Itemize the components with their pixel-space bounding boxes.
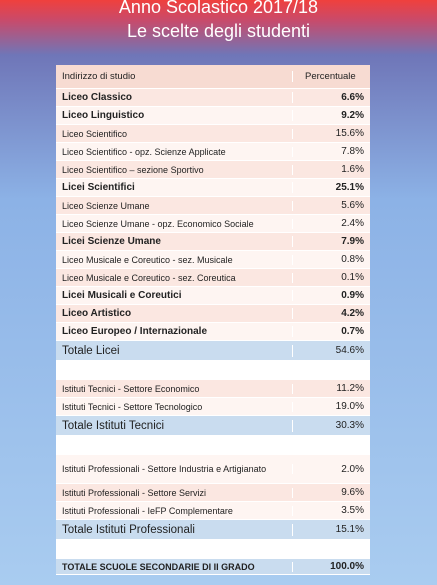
row-label: Totale Istituti Professionali <box>56 523 293 536</box>
row-value: 54.6% <box>335 345 364 356</box>
row-value: 15.1% <box>335 524 364 535</box>
table-row: Liceo Scienze Umane 5.6% <box>56 197 370 215</box>
row-label: Licei Scienze Umane <box>56 236 293 247</box>
row-value: 6.6% <box>341 92 364 103</box>
row-label: Istituti Tecnici - Settore Economico <box>56 383 293 394</box>
table-row: Liceo Europeo / Internazionale 0.7% <box>56 323 370 341</box>
row-label: Liceo Musicale e Coreutico - sez. Coreut… <box>56 272 293 283</box>
row-value: 0.8% <box>341 254 364 265</box>
table-row: Licei Musicali e Coreutici 0.9% <box>56 287 370 305</box>
row-label: Istituti Professionali - Settore Industr… <box>56 464 293 474</box>
table-row: Licei Scienze Umane 7.9% <box>56 233 370 251</box>
row-value: 7.8% <box>341 146 364 157</box>
row-value: 2.0% <box>341 463 364 475</box>
row-value: 30.3% <box>335 420 364 431</box>
row-label: Istituti Professionali - Settore Servizi <box>56 487 293 498</box>
table-row: Liceo Musicale e Coreutico - sez. Coreut… <box>56 269 370 287</box>
row-value: 0.1% <box>341 272 364 283</box>
row-value: 9.2% <box>341 110 364 121</box>
row-label: Totale Licei <box>56 344 293 357</box>
row-label: Liceo Scienze Umane - opz. Economico Soc… <box>56 218 293 229</box>
row-value: 4.2% <box>341 308 364 319</box>
page-subtitle: Le scelte degli studenti <box>126 21 311 41</box>
row-label: Licei Scientifici <box>56 182 293 193</box>
total-row-professionali: Totale Istituti Professionali 15.1% <box>56 520 370 540</box>
spacer <box>56 361 370 380</box>
column-header-indirizzo: Indirizzo di studio <box>56 71 293 82</box>
table-row: Liceo Classico 6.6% <box>56 89 370 107</box>
choices-table: Indirizzo di studio Percentuale Liceo Cl… <box>56 65 370 575</box>
row-value: 7.9% <box>341 236 364 247</box>
table-header: Indirizzo di studio Percentuale <box>56 65 370 89</box>
table-row: Liceo Scientifico – sezione Sportivo 1.6% <box>56 161 370 179</box>
table-row: Istituti Professionali - IeFP Complement… <box>56 502 370 520</box>
row-value: 2.4% <box>341 218 364 229</box>
row-label: Liceo Musicale e Coreutico - sez. Musica… <box>56 254 293 265</box>
row-value: 3.5% <box>341 505 364 516</box>
row-label: Liceo Classico <box>56 92 293 103</box>
row-label: Liceo Scienze Umane <box>56 200 293 211</box>
total-row-tecnici: Totale Istituti Tecnici 30.3% <box>56 416 370 436</box>
row-value: 25.1% <box>335 182 364 193</box>
table-row: Liceo Linguistico 9.2% <box>56 107 370 125</box>
row-value: 15.6% <box>335 128 364 139</box>
grand-total-row: TOTALE SCUOLE SECONDARIE DI II GRADO 100.… <box>56 559 370 575</box>
row-label: Istituti Professionali - IeFP Complement… <box>56 505 293 516</box>
spacer <box>56 540 370 559</box>
row-label: Liceo Scientifico <box>56 128 293 139</box>
row-value: 0.9% <box>341 290 364 301</box>
row-value: 1.6% <box>341 164 364 175</box>
table-row: Liceo Artistico 4.2% <box>56 305 370 323</box>
table-row: Licei Scientifici 25.1% <box>56 179 370 197</box>
column-header-percentuale: Percentuale <box>305 71 356 82</box>
row-label: Liceo Scientifico - opz. Scienze Applica… <box>56 146 293 157</box>
row-value: 0.7% <box>341 326 364 337</box>
row-value: 100.0% <box>330 561 364 572</box>
table-row: Liceo Musicale e Coreutico - sez. Musica… <box>56 251 370 269</box>
total-row-licei: Totale Licei 54.6% <box>56 341 370 361</box>
row-value: 19.0% <box>335 401 364 412</box>
row-value: 5.6% <box>341 200 364 211</box>
table-row: Istituti Tecnici - Settore Economico 11.2… <box>56 380 370 398</box>
row-label: Istituti Tecnici - Settore Tecnologico <box>56 401 293 412</box>
row-label: Totale Istituti Tecnici <box>56 419 293 432</box>
page-title: Anno Scolastico 2017/18 <box>118 0 319 17</box>
row-label: Licei Musicali e Coreutici <box>56 290 293 301</box>
row-value: 11.2% <box>336 383 364 394</box>
table-row: Istituti Professionali - Settore Servizi… <box>56 484 370 502</box>
table-row: Liceo Scientifico 15.6% <box>56 125 370 143</box>
row-value: 9.6% <box>341 487 364 498</box>
row-label: Liceo Artistico <box>56 308 293 319</box>
row-label: Liceo Linguistico <box>56 110 293 121</box>
table-row: Istituti Professionali - Settore Industr… <box>56 455 370 484</box>
spacer <box>56 436 370 455</box>
row-label: Liceo Europeo / Internazionale <box>56 326 293 337</box>
header: Anno Scolastico 2017/18 Le scelte degli … <box>0 0 437 52</box>
table-row: Istituti Tecnici - Settore Tecnologico 19… <box>56 398 370 416</box>
table-row: Liceo Scientifico - opz. Scienze Applica… <box>56 143 370 161</box>
row-label: Liceo Scientifico – sezione Sportivo <box>56 164 293 175</box>
table-row: Liceo Scienze Umane - opz. Economico Soc… <box>56 215 370 233</box>
row-label: TOTALE SCUOLE SECONDARIE DI II GRADO <box>56 561 293 572</box>
